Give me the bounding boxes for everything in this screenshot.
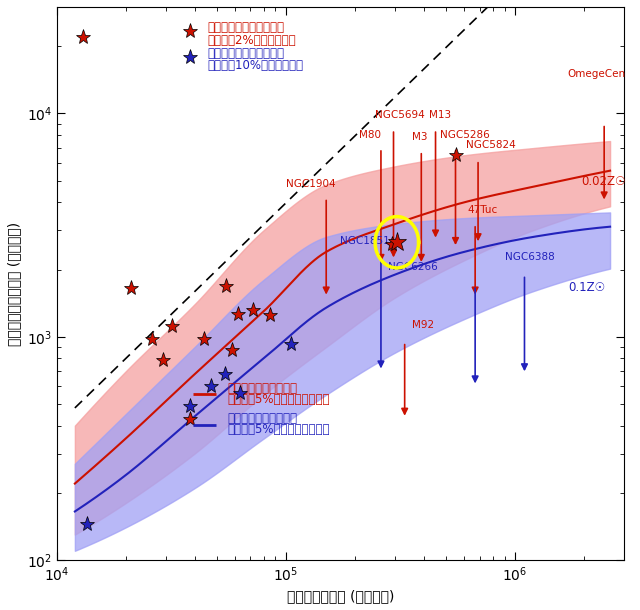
Text: （太陽の10%の重元素量）: （太陽の10%の重元素量） xyxy=(207,59,303,71)
Text: 天の川銀河の球状星団: 天の川銀河の球状星団 xyxy=(227,382,297,395)
Text: NGC1851: NGC1851 xyxy=(340,236,390,246)
Text: NGC5824: NGC5824 xyxy=(466,140,516,150)
Text: NGC1904: NGC1904 xyxy=(286,179,335,188)
Text: （太陽の5%以下の重元素量）: （太陽の5%以下の重元素量） xyxy=(227,393,330,406)
Text: M13: M13 xyxy=(429,110,451,120)
Text: 47Tuc: 47Tuc xyxy=(467,204,498,215)
Text: NGC6266: NGC6266 xyxy=(388,262,438,271)
Text: NGC5286: NGC5286 xyxy=(440,129,490,140)
Text: シミュレーションの結果: シミュレーションの結果 xyxy=(207,21,284,34)
Text: NGC6388: NGC6388 xyxy=(504,253,554,262)
Text: （太陽の5%以上の重元素量）: （太陽の5%以上の重元素量） xyxy=(227,423,330,436)
Text: 0.02Z☉: 0.02Z☉ xyxy=(582,174,626,188)
Text: OmegeCen: OmegeCen xyxy=(568,70,626,79)
Text: NGC5694: NGC5694 xyxy=(375,110,425,120)
Text: シミュレーションの結果: シミュレーションの結果 xyxy=(207,47,284,60)
Text: 0.1Z☉: 0.1Z☉ xyxy=(568,281,605,294)
Text: 天の川銀河の球状星団: 天の川銀河の球状星団 xyxy=(227,412,297,425)
Y-axis label: ブラックホール質量 (太陽質量): ブラックホール質量 (太陽質量) xyxy=(7,221,21,345)
X-axis label: 球状星団の質量 (太陽質量): 球状星団の質量 (太陽質量) xyxy=(287,589,394,603)
Text: M92: M92 xyxy=(412,320,434,329)
Text: M80: M80 xyxy=(359,129,381,140)
Text: M3: M3 xyxy=(412,132,428,142)
Text: （太陽の2%の重元素量）: （太陽の2%の重元素量） xyxy=(207,34,296,46)
